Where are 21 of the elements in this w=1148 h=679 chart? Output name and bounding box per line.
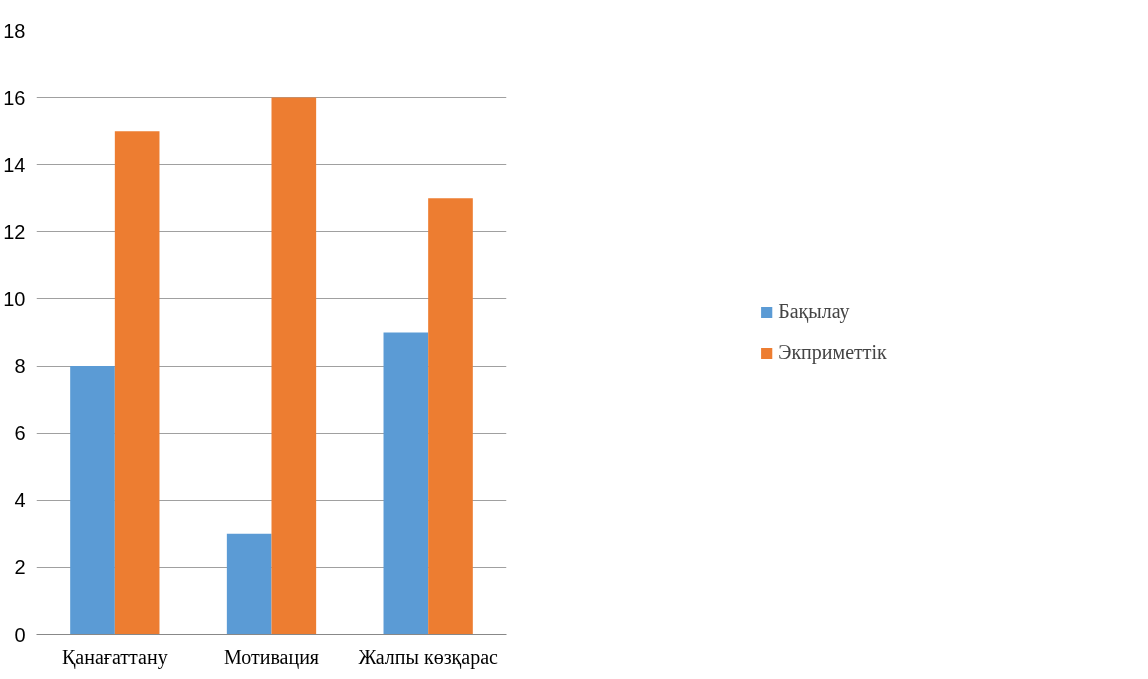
y-tick-label: 16: [3, 86, 26, 109]
x-tick-label: Қанағаттану: [62, 645, 168, 669]
y-tick-label: 12: [3, 220, 26, 243]
y-tick-label: 0: [14, 623, 26, 646]
y-tick-label: 2: [14, 556, 26, 579]
legend-label: Экприметтік: [778, 341, 887, 364]
bar: [383, 332, 429, 635]
bar: [271, 97, 317, 635]
y-tick-label: 8: [14, 355, 26, 378]
y-tick-label: 14: [3, 153, 26, 176]
y-tick-label: 10: [3, 287, 26, 310]
bar: [226, 533, 272, 635]
y-tick-label: 4: [14, 489, 26, 512]
y-tick-label: 6: [14, 422, 26, 445]
x-tick-label: Мотивация: [223, 645, 320, 669]
legend-label: Бақылау: [778, 300, 850, 323]
bar: [428, 198, 473, 635]
bar: [70, 366, 115, 635]
bar: [114, 131, 160, 635]
y-tick-label: 18: [3, 19, 26, 42]
x-tick-label: Жалпы көзқарас: [358, 645, 499, 669]
